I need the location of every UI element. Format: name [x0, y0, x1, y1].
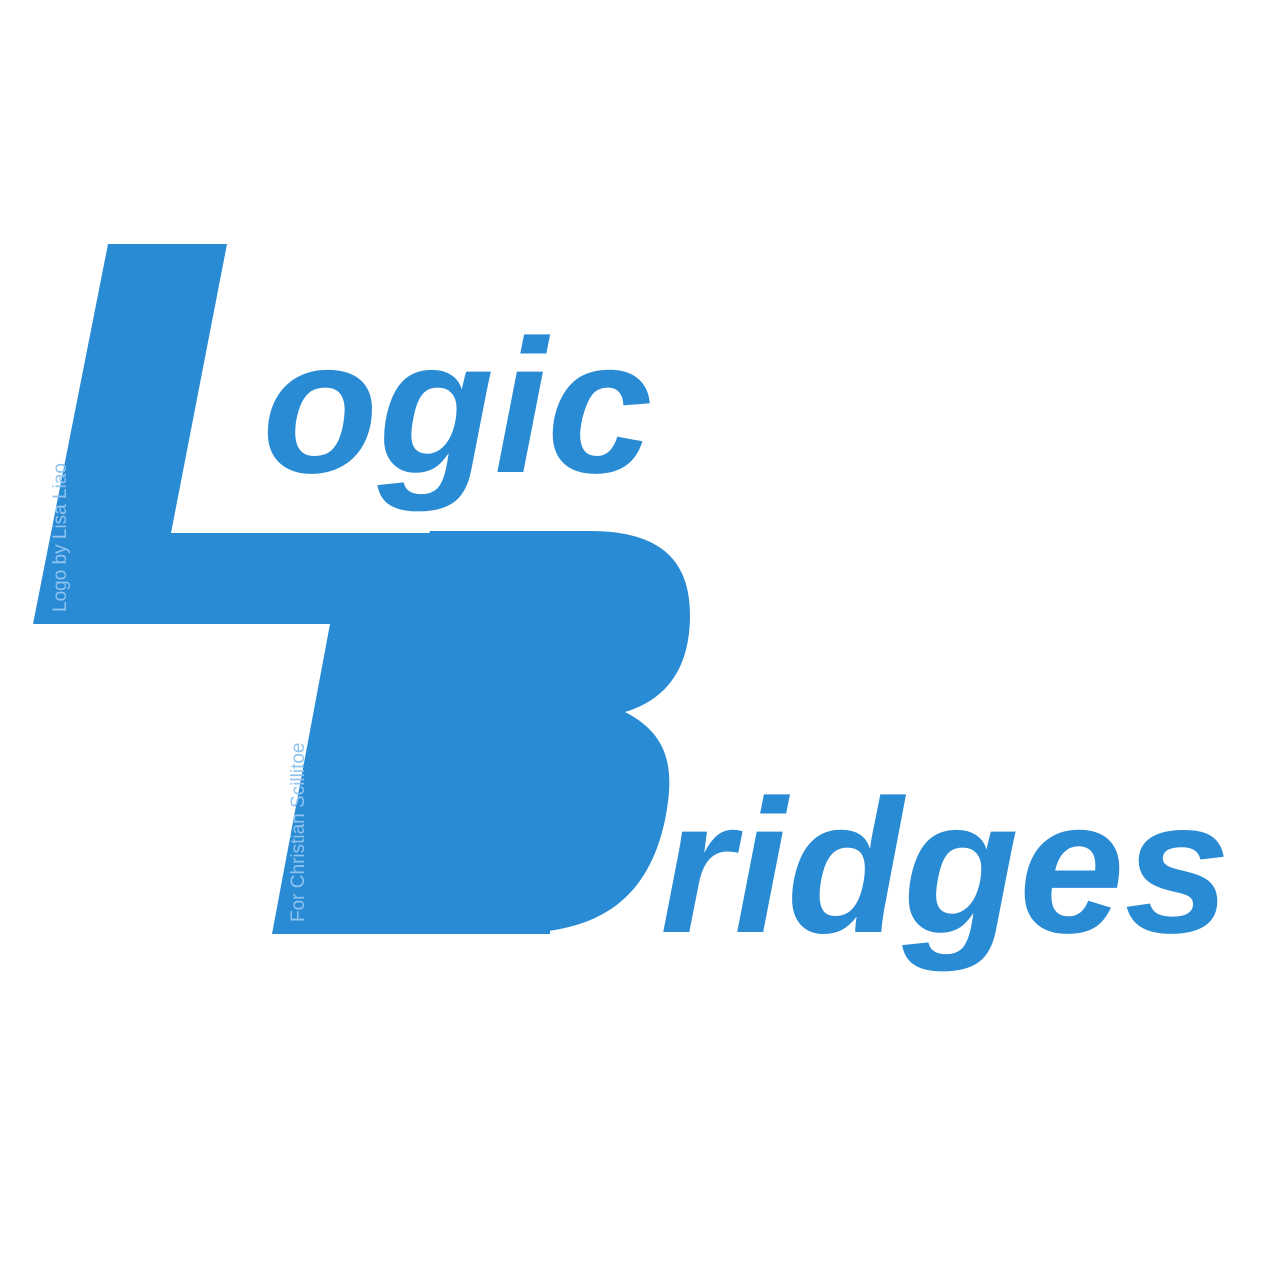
credit-designer: Logo by Lisa Liao	[50, 463, 71, 612]
credit-client: For Christian Scillitoe	[288, 743, 309, 923]
logic-word-rest: ogic	[262, 301, 653, 513]
big-letter-l-shape	[33, 244, 585, 934]
bridges-word-rest: ridges	[660, 761, 1230, 973]
big-letter-b-shape	[272, 531, 690, 934]
